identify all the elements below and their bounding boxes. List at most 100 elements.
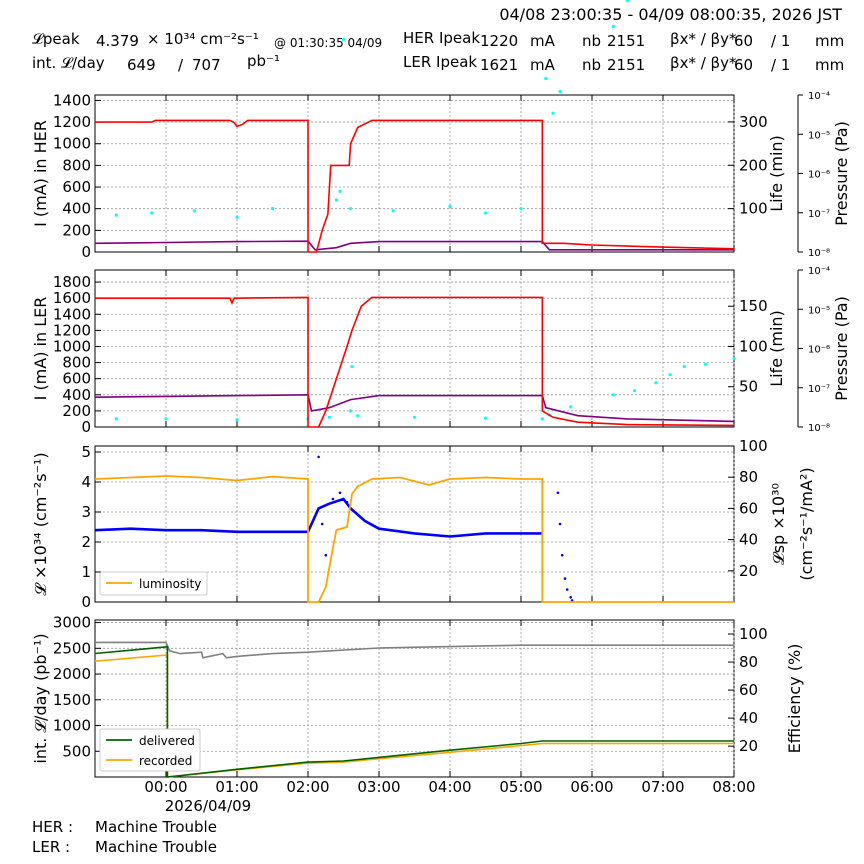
ler-status-label: LER :	[32, 838, 71, 856]
panel-1-ytick-label: 200	[62, 221, 91, 239]
panel-2-ytick-label: 1000	[53, 337, 91, 355]
lum-peak-label: 𝓛peak	[32, 30, 80, 48]
panel-1-pressure-point	[391, 209, 395, 213]
x-tick-label: 08:00	[712, 778, 755, 796]
panel-3-specific-lum-point	[331, 497, 335, 501]
ler-nb-value: 2151	[607, 56, 646, 74]
panel-3-y2label: (cm⁻²s⁻¹/mA²)	[797, 467, 816, 580]
ler-beta-x: 60	[734, 56, 754, 74]
panel-3-specific-lum-point	[338, 491, 342, 495]
her-status-label: HER :	[32, 818, 74, 836]
panel-4-ytick-label: 1500	[53, 691, 91, 709]
panel-3-specific-lum-point	[569, 596, 572, 599]
x-tick-label: 04:00	[428, 778, 471, 796]
ler-nb-label: nb	[582, 56, 602, 74]
panel-2-pressure-tick-label: 10⁻⁶	[808, 345, 830, 356]
panel-2-pressure-point	[540, 417, 544, 421]
panel-2-pressure-point	[633, 389, 637, 393]
panel-3-ytick-label: 5	[81, 443, 91, 461]
panel-2-ytick-label: 200	[62, 402, 91, 420]
int-lum-slash: /	[178, 56, 184, 74]
panel-4-ytick-label: 500	[62, 742, 91, 760]
int-lum-unit: pb⁻¹	[247, 52, 280, 70]
panel-4-y2tick-label: 60	[739, 681, 758, 699]
her-nb-label: nb	[582, 32, 602, 50]
panel-2-pressure-point	[611, 393, 615, 397]
panel-1-y2label: Life (min)	[767, 135, 786, 212]
panel-2-pressure-point	[114, 417, 118, 421]
int-lum-delivered: 649	[127, 56, 156, 74]
panel-2-ytick-label: 1200	[53, 321, 91, 339]
x-tick-label: 07:00	[641, 778, 684, 796]
her-ipeak-value: 1220	[480, 32, 519, 50]
panel-1-y2tick-label: 200	[739, 156, 768, 174]
panel-2-pressure-point	[350, 365, 354, 369]
her-ipeak-unit: mA	[530, 32, 555, 50]
panel-2-pressure-point	[235, 418, 239, 422]
panel-4-legend-label: recorded	[139, 754, 192, 768]
panel-1-pressure-point	[558, 89, 562, 94]
panel-1-ytick-label: 400	[62, 200, 91, 218]
panel-1-pressure-point	[192, 209, 196, 213]
panel-3-specific-lum-point	[558, 522, 562, 526]
panel-2-y2tick-label: 50	[739, 378, 758, 396]
panel-2-pressure-point	[412, 415, 417, 419]
panel-2-y2tick-label: 150	[739, 297, 768, 315]
panel-2-ytick-label: 800	[62, 354, 91, 372]
panel-1-pressure-point	[235, 215, 239, 219]
panel-4-y2tick-label: 80	[739, 653, 758, 671]
panel-1-pressure-point	[270, 207, 275, 211]
panel-1-pressure-point	[448, 204, 452, 209]
panel-3-legend	[99, 571, 208, 596]
panel-4-frame	[94, 619, 735, 778]
her-ipeak-label: HER Ipeak	[403, 29, 480, 47]
panel-2-y2label: Life (min)	[767, 310, 786, 387]
panel-4-y2tick-label: 100	[739, 625, 768, 643]
panel-2-pressure-point	[654, 381, 658, 385]
panel-1-frame	[94, 94, 735, 253]
panel-4-ytick-label: 2000	[53, 665, 91, 683]
panel-4-y2label: Efficiency (%)	[785, 644, 804, 754]
panel-1-ytick-label: 1000	[53, 135, 91, 153]
panel-3-y2label: 𝓛sp ×10³⁰	[769, 483, 788, 565]
panel-3-specific-lum-point	[317, 455, 320, 459]
panel-3-ytick-label: 3	[81, 503, 91, 521]
lum-peak-value: 4.379	[96, 32, 139, 50]
panel-2-pressure-point	[164, 417, 168, 421]
panel-1-pressure-point	[625, 0, 630, 3]
panel-2-pressure-tick-label: 10⁻⁸	[808, 423, 830, 434]
panel-4-ytick-label: 1000	[53, 717, 91, 735]
panel-2-pressure-point	[668, 373, 672, 377]
panel-4-legend-label: delivered	[139, 734, 195, 748]
panel-2-y2tick-label: 100	[739, 337, 768, 355]
panel-1-pressure-point	[338, 189, 342, 193]
panel-1-ytick-label: 1400	[53, 91, 91, 109]
panel-1-pressure-point	[114, 213, 118, 217]
ler-ipeak-value: 1621	[480, 56, 519, 74]
int-lum-recorded: 707	[192, 56, 221, 74]
panel-3-ytick-label: 1	[81, 563, 91, 581]
panel-3-specific-lum-point	[563, 577, 567, 580]
panel-4-ytick-label: 2500	[53, 639, 91, 657]
time-range: 04/08 23:00:35 - 04/09 08:00:35, 2026 JS…	[499, 5, 842, 24]
panel-1-pressure-point	[519, 207, 523, 211]
x-tick-label: 06:00	[570, 778, 613, 796]
her-beta-unit: mm	[815, 32, 845, 50]
panel-2-pressure-point	[732, 357, 736, 361]
her-beta-label: βx* / βy*	[670, 30, 737, 48]
panel-1-pressure-point	[150, 211, 154, 215]
ler-ipeak-unit: mA	[530, 56, 555, 74]
panel-3-y2tick-label: 60	[739, 499, 758, 517]
panel-1-pressure-point	[544, 76, 548, 81]
panel-1-pressure-point	[334, 198, 338, 202]
panel-1-ytick-label: 0	[81, 243, 91, 261]
panel-3-specific-lum-point	[320, 522, 324, 526]
panel-2-ylabel: I (mA) in LER	[31, 297, 50, 401]
panel-1-ylabel: I (mA) in HER	[31, 120, 50, 227]
panel-3-y2tick-label: 20	[739, 562, 758, 580]
panel-2-pressure-point	[356, 414, 360, 418]
panel-4-y2tick-label: 20	[739, 737, 758, 755]
panel-3-luminosity-line	[94, 475, 734, 603]
panel-2-current-line	[95, 296, 735, 428]
